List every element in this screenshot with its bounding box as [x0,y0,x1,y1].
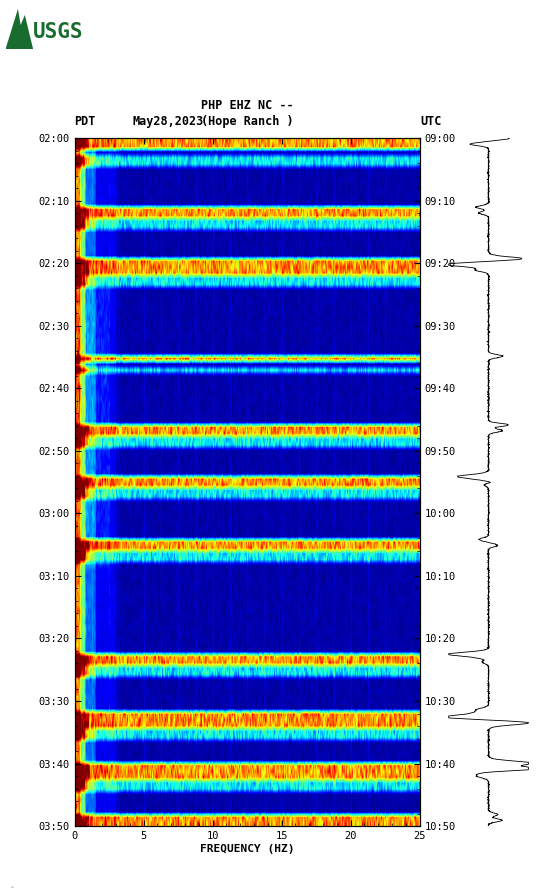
Text: PDT: PDT [75,114,96,128]
Text: (Hope Ranch ): (Hope Ranch ) [201,114,293,128]
Text: May28,2023: May28,2023 [132,114,204,128]
Text: UTC: UTC [421,114,442,128]
X-axis label: FREQUENCY (HZ): FREQUENCY (HZ) [200,844,294,854]
Polygon shape [6,9,33,49]
Text: ‸: ‸ [11,879,14,888]
Text: USGS: USGS [33,22,83,42]
Text: PHP EHZ NC --: PHP EHZ NC -- [201,98,293,112]
